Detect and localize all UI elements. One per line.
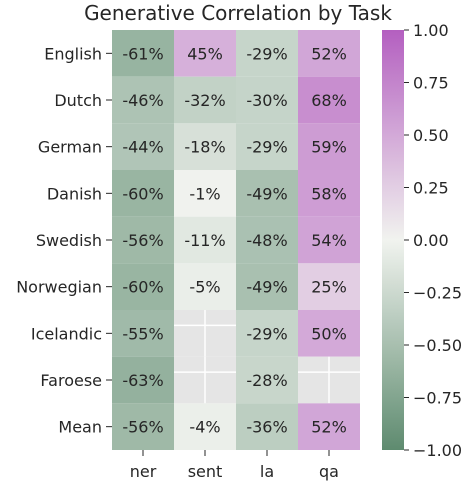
heatmap-cell xyxy=(174,123,236,170)
cell-value-label: 52% xyxy=(311,418,347,437)
heatmap-cell xyxy=(236,216,298,264)
cell-value-label: -1% xyxy=(189,184,220,203)
heatmap-cell xyxy=(174,30,236,77)
cell-value-label: -5% xyxy=(189,278,220,297)
heatmap-cell xyxy=(112,30,174,77)
column-label: sent xyxy=(188,462,223,481)
heatmap-cell xyxy=(112,263,174,310)
colorbar-tick-label: −0.50 xyxy=(413,336,462,355)
cell-value-label: -60% xyxy=(122,278,163,297)
heatmap-cell xyxy=(236,170,298,217)
heatmap-cell xyxy=(298,123,360,170)
cell-value-label: 58% xyxy=(311,184,347,203)
cell-value-label: -29% xyxy=(246,44,287,63)
cell-value-label: 59% xyxy=(311,138,347,157)
colorbar-tick-label: −1.00 xyxy=(413,441,462,460)
column-labels: ner sent la qa xyxy=(130,450,339,481)
row-labels: English Dutch German Danish Swedish Norwegian… xyxy=(16,44,112,437)
colorbar-tick-label: −0.25 xyxy=(413,284,462,303)
row-label: Faroese xyxy=(40,371,102,390)
colorbar-tick-label: −0.75 xyxy=(413,389,462,408)
heatmap-cell xyxy=(112,356,174,404)
heatmap-cell xyxy=(298,263,360,310)
cell-value-label: -18% xyxy=(184,138,225,157)
cell-value-label: -46% xyxy=(122,91,163,110)
heatmap-cell xyxy=(112,170,174,217)
row-label: Danish xyxy=(47,184,102,203)
colorbar-tick-label: 0.50 xyxy=(413,126,449,145)
row-label: Norwegian xyxy=(16,278,102,297)
cell-value-label: -48% xyxy=(246,231,287,250)
heatmap-cell xyxy=(174,216,236,264)
cell-value-label: -49% xyxy=(246,278,287,297)
cell-value-label: -36% xyxy=(246,418,287,437)
cell-value-label: -61% xyxy=(122,44,163,63)
colorbar-tick-label: 1.00 xyxy=(413,21,449,40)
cell-value-label: 68% xyxy=(311,91,347,110)
row-label: Dutch xyxy=(54,91,102,110)
cell-value-label: -4% xyxy=(189,418,220,437)
heatmap-cell xyxy=(112,76,174,124)
heatmap-cell xyxy=(174,170,236,217)
row-label: Swedish xyxy=(36,231,102,250)
column-label: la xyxy=(260,462,274,481)
cell-value-label: -44% xyxy=(122,138,163,157)
cell-value-label: -63% xyxy=(122,371,163,390)
heatmap-cell xyxy=(298,310,360,357)
heatmap-cell xyxy=(236,30,298,77)
column-label: ner xyxy=(130,462,157,481)
cell-value-label: 50% xyxy=(311,324,347,343)
heatmap-cell xyxy=(112,123,174,170)
heatmap-cell xyxy=(112,310,174,357)
heatmap-cell xyxy=(298,30,360,77)
heatmap-cell xyxy=(298,403,360,450)
chart-title: Generative Correlation by Task xyxy=(84,1,392,25)
cell-value-label: 25% xyxy=(311,278,347,297)
colorbar-tick-label: 0.75 xyxy=(413,74,449,93)
heatmap-cells: -61% 45% -29% 52% -46% -32% -30% 68% -44% -18% -29… xyxy=(112,30,360,450)
row-label: English xyxy=(44,44,102,63)
heatmap-cell xyxy=(298,76,360,124)
heatmap-cell xyxy=(174,263,236,310)
cell-value-label: 52% xyxy=(311,44,347,63)
cell-value-label: -32% xyxy=(184,91,225,110)
cell-value-label: -30% xyxy=(246,91,287,110)
cell-value-label: 45% xyxy=(187,44,223,63)
colorbar: 1.00 0.75 0.50 0.25 0.00 −0.25 −0.50 −0.75 −1.00 xyxy=(382,21,462,460)
row-label: Icelandic xyxy=(31,324,102,343)
heatmap-cell xyxy=(236,123,298,170)
heatmap-cell xyxy=(236,356,298,404)
column-label: qa xyxy=(319,462,339,481)
heatmap-cell xyxy=(236,403,298,450)
cell-value-label: -49% xyxy=(246,184,287,203)
cell-value-label: 54% xyxy=(311,231,347,250)
cell-value-label: -60% xyxy=(122,184,163,203)
heatmap-cell xyxy=(174,76,236,124)
heatmap-cell xyxy=(112,403,174,450)
heatmap-cell xyxy=(236,76,298,124)
cell-value-label: -55% xyxy=(122,324,163,343)
cell-value-label: -56% xyxy=(122,418,163,437)
colorbar-tick-label: 0.25 xyxy=(413,179,449,198)
row-label: German xyxy=(38,138,102,157)
row-label: Mean xyxy=(58,418,102,437)
cell-value-label: -29% xyxy=(246,138,287,157)
cell-value-label: -56% xyxy=(122,231,163,250)
heatmap-cell xyxy=(112,216,174,264)
colorbar-tick-label: 0.00 xyxy=(413,231,449,250)
heatmap-cell xyxy=(298,216,360,264)
heatmap-cell xyxy=(174,403,236,450)
cell-value-label: -11% xyxy=(184,231,225,250)
cell-value-label: -28% xyxy=(246,371,287,390)
cell-value-label: -29% xyxy=(246,324,287,343)
heatmap-cell xyxy=(298,170,360,217)
colorbar-gradient xyxy=(382,30,404,450)
heatmap-cell xyxy=(236,310,298,357)
heatmap-cell xyxy=(236,263,298,310)
